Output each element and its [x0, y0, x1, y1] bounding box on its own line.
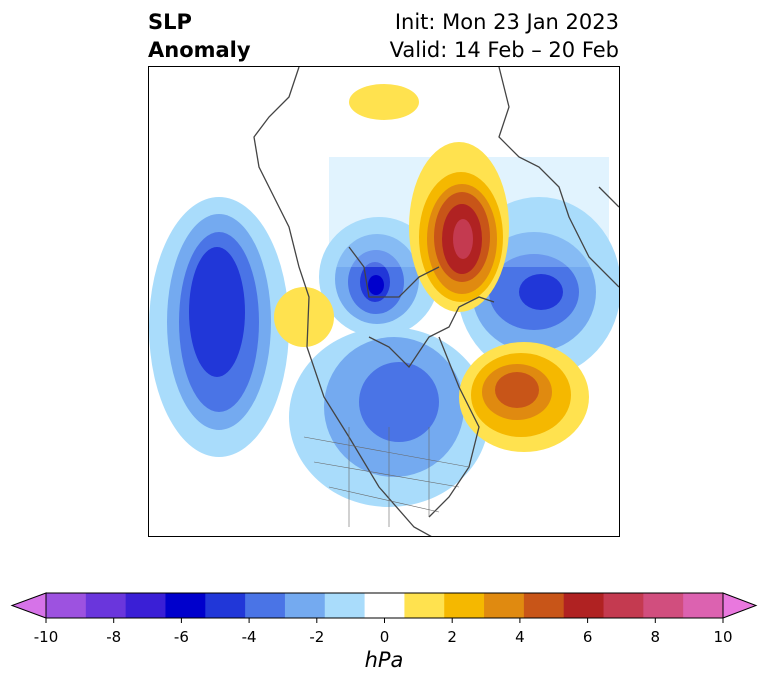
colorbar-segment	[683, 593, 724, 618]
colorbar	[10, 592, 758, 623]
pacific-northwest-high	[274, 287, 334, 347]
north-atlantic-high	[459, 342, 589, 452]
colorbar-segments	[12, 593, 756, 618]
colorbar-segment	[563, 593, 605, 618]
borders	[303, 427, 470, 527]
unit-label: hPa	[364, 648, 404, 672]
colorbar-segment	[603, 593, 644, 618]
colorbar-segment	[125, 593, 166, 618]
colorbar-tick-label: 8	[650, 628, 661, 646]
colorbar-segment	[523, 593, 565, 618]
init-date: Init: Mon 23 Jan 2023	[394, 10, 619, 34]
colorbar-segment	[484, 593, 525, 618]
date-block: Init: Mon 23 Jan 2023 Valid: 14 Feb – 20…	[390, 8, 619, 64]
colorbar-segment	[324, 593, 366, 618]
coastlines	[253, 67, 619, 536]
colorbar-segment	[643, 593, 684, 618]
colorbar-segment	[444, 593, 485, 618]
colorbar-tick-label: -10	[33, 628, 59, 646]
title-line-2: Anomaly	[148, 38, 251, 62]
colorbar-segment	[85, 593, 127, 618]
valid-date: Valid: 14 Feb – 20 Feb	[389, 38, 619, 62]
colorbar-extend-min	[12, 593, 46, 618]
colorbar-segment	[404, 593, 445, 618]
colorbar-segment	[245, 593, 286, 618]
europe-high	[349, 84, 419, 120]
colorbar-tick-label: -4	[241, 628, 257, 646]
colorbar-tick-label: 0	[379, 628, 390, 646]
colorbar-segment	[205, 593, 246, 618]
colorbar-tick-label: 10	[713, 628, 733, 646]
colorbar-tick-label: 6	[582, 628, 593, 646]
colorbar-segment	[284, 593, 326, 618]
colorbar-tick-label: -8	[106, 628, 122, 646]
colorbar-extend-max	[723, 593, 756, 618]
siberian-high	[409, 142, 509, 312]
colorbar-tick-label: -6	[173, 628, 189, 646]
colorbar-tick-label: 4	[515, 628, 525, 646]
colorbar-tick-label: -2	[309, 628, 325, 646]
title-block: SLP Anomaly	[148, 8, 251, 64]
title-line-1: SLP	[148, 10, 192, 34]
colorbar-ticks	[45, 618, 724, 623]
colorbar-segment	[46, 593, 87, 618]
colorbar-segment	[165, 593, 206, 618]
map-panel	[148, 66, 620, 537]
colorbar-segment	[364, 593, 405, 618]
colorbar-tick-label: 2	[447, 628, 457, 646]
aleutian-low	[149, 197, 289, 457]
anomaly-map	[149, 67, 619, 536]
